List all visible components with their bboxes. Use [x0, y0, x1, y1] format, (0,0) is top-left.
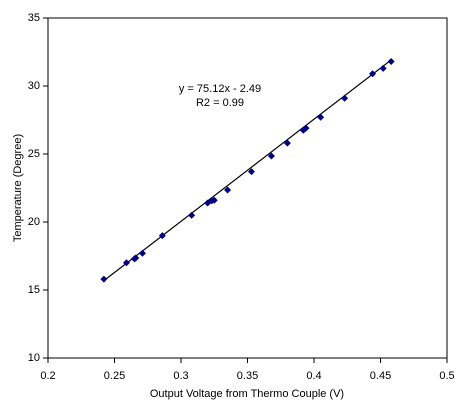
- y-tick-label: 25: [28, 148, 40, 160]
- equation: y = 75.12x - 2.49: [179, 83, 261, 95]
- data-point: [302, 124, 310, 132]
- y-tick-label: 15: [28, 284, 40, 296]
- data-point: [341, 94, 349, 102]
- x-tick-label: 0.5: [439, 370, 454, 382]
- y-axis-title: Temperature (Degree): [12, 134, 24, 242]
- x-tick-label: 0.35: [237, 370, 258, 382]
- data-point: [387, 58, 395, 66]
- data-point: [210, 196, 218, 204]
- data-point: [283, 139, 291, 147]
- x-tick-label: 0.2: [40, 370, 55, 382]
- y-tick-label: 35: [28, 12, 40, 24]
- data-point: [224, 186, 232, 194]
- plot-frame: [47, 17, 448, 359]
- data-point: [188, 211, 196, 219]
- data-point: [317, 113, 325, 121]
- data-point: [379, 64, 387, 72]
- data-point: [267, 152, 275, 160]
- x-tick-label: 0.4: [306, 370, 321, 382]
- data-point: [158, 232, 166, 240]
- x-axis-title: Output Voltage from Thermo Couple (V): [150, 388, 344, 400]
- data-point: [122, 259, 130, 267]
- data-point: [369, 70, 377, 78]
- data-point: [132, 254, 140, 262]
- data-point: [247, 168, 255, 176]
- y-tick-label: 10: [28, 352, 40, 364]
- y-tick-label: 30: [28, 80, 40, 92]
- data-point: [138, 249, 146, 257]
- x-tick-label: 0.25: [104, 370, 125, 382]
- x-tick-label: 0.3: [173, 370, 188, 382]
- r-squared: R2 = 0.99: [196, 97, 244, 109]
- y-tick-label: 20: [28, 216, 40, 228]
- x-tick-label: 0.45: [370, 370, 391, 382]
- data-point: [100, 275, 108, 283]
